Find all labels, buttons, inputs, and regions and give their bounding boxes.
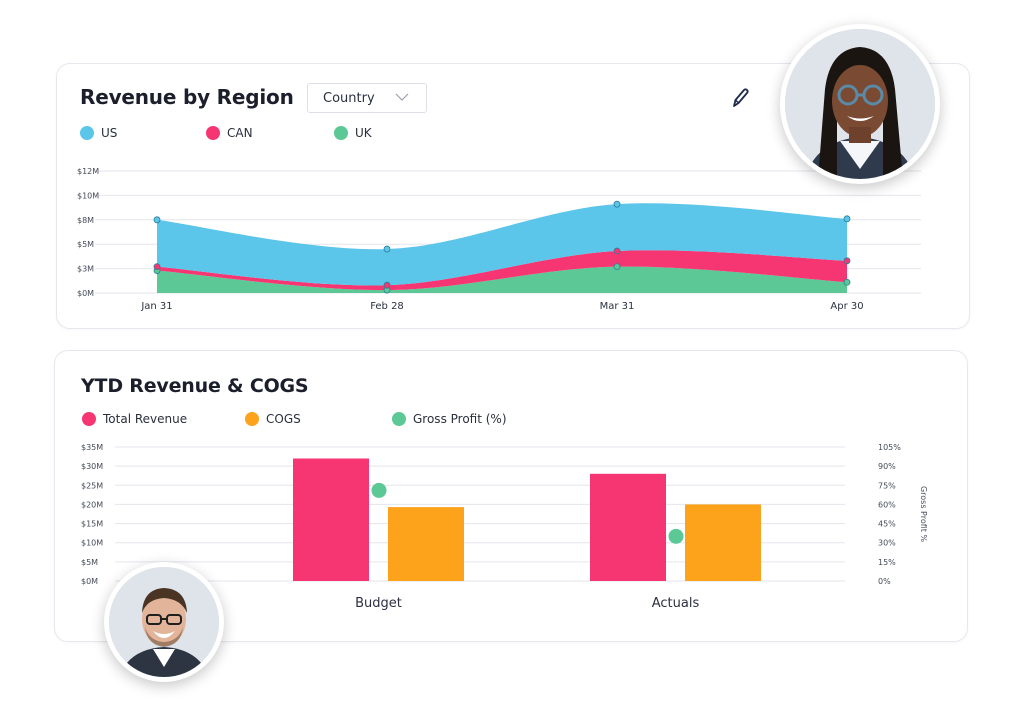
point-can xyxy=(153,263,161,271)
y-tick-label: $15M xyxy=(81,520,103,529)
y-tick-label: $20M xyxy=(81,500,103,509)
legend-item-total-revenue: Total Revenue xyxy=(82,412,187,426)
y2-tick-label: 45% xyxy=(878,520,896,529)
point-can xyxy=(383,281,391,289)
chevron-down-icon xyxy=(394,89,410,109)
y-tick-label: $5M xyxy=(81,558,98,567)
y-tick-label: $5M xyxy=(77,240,94,249)
y2-tick-label: 0% xyxy=(878,577,891,586)
data-points xyxy=(153,200,851,294)
y-tick-label: $8M xyxy=(77,216,94,225)
revenue-chart-title: Revenue by Region xyxy=(80,85,294,109)
y2-tick-label: 15% xyxy=(878,558,896,567)
legend-label-us: US xyxy=(101,126,118,140)
y-tick-label: $10M xyxy=(81,539,103,548)
point-us xyxy=(383,245,391,253)
legend-swatch-gross-profit xyxy=(392,412,406,426)
avatar xyxy=(780,24,940,184)
legend-item-gross-profit: Gross Profit (%) xyxy=(392,412,507,426)
legend-swatch-can xyxy=(206,126,220,140)
legend-label-total-revenue: Total Revenue xyxy=(103,412,188,426)
bar-total-revenue xyxy=(293,458,369,581)
y-axis-ticks: $0M $5M $10M $15M $20M $25M $30M $35M xyxy=(81,443,103,586)
legend-label-cogs: COGS xyxy=(266,412,301,426)
y-tick-label: $0M xyxy=(77,289,94,298)
legend-swatch-uk xyxy=(334,126,348,140)
legend-swatch-total-revenue xyxy=(82,412,96,426)
avatar xyxy=(104,562,224,682)
x-tick-label: Jan 31 xyxy=(140,301,172,312)
country-dropdown[interactable]: Country xyxy=(307,83,427,113)
x-tick-label: Apr 30 xyxy=(830,301,863,312)
point-us xyxy=(613,200,621,208)
point-can xyxy=(843,257,851,265)
x-category-label: Budget xyxy=(355,596,402,611)
point-us xyxy=(153,216,161,224)
legend-swatch-cogs xyxy=(245,412,259,426)
revenue-cogs-bar-chart: $0M $5M $10M $15M $20M $25M $30M $35M 0% 15% 30% 45… xyxy=(81,443,928,611)
x-axis-ticks: Jan 31 Feb 28 Mar 31 Apr 30 xyxy=(140,301,863,312)
y-axis-ticks: $0M $3M $5M $8M $10M $12M xyxy=(77,167,99,298)
y-tick-label: $35M xyxy=(81,443,103,452)
cogs-chart-title: YTD Revenue & COGS xyxy=(81,375,309,397)
y-tick-label: $10M xyxy=(77,191,99,200)
legend-label-can: CAN xyxy=(227,126,253,140)
legend-swatch-us xyxy=(80,126,94,140)
point-us xyxy=(843,215,851,223)
point-gross-profit xyxy=(668,528,684,544)
point-can xyxy=(613,247,621,255)
point-gross-profit xyxy=(371,482,387,498)
y2-axis-label: Gross Profit % xyxy=(919,486,928,542)
legend-label-gross-profit: Gross Profit (%) xyxy=(413,412,507,426)
bar-series xyxy=(293,458,761,581)
revenue-area-chart: $0M $3M $5M $8M $10M $12M Jan 31 Feb 28 Mar 31 Ap… xyxy=(77,167,921,312)
x-tick-label: Mar 31 xyxy=(600,301,635,312)
y-tick-label: $25M xyxy=(81,481,103,490)
y2-tick-label: 60% xyxy=(878,500,896,509)
y-tick-label: $30M xyxy=(81,462,103,471)
y2-axis-ticks: 0% 15% 30% 45% 60% 75% 90% 105% xyxy=(878,443,901,586)
gross-profit-points xyxy=(371,482,684,544)
y2-tick-label: 105% xyxy=(878,443,901,452)
bar-cogs xyxy=(685,504,761,581)
legend-label-uk: UK xyxy=(355,126,372,140)
area-uk xyxy=(157,266,847,293)
x-axis-categories: Budget Actuals xyxy=(355,596,699,611)
legend-item-cogs: COGS xyxy=(245,412,301,426)
point-uk xyxy=(843,278,851,286)
bar-cogs xyxy=(388,507,464,581)
legend-item-uk: UK xyxy=(334,126,372,140)
y2-tick-label: 90% xyxy=(878,462,896,471)
legend-item-can: CAN xyxy=(206,126,253,140)
y-tick-label: $12M xyxy=(77,167,99,176)
legend-item-us: US xyxy=(80,126,117,140)
point-uk xyxy=(613,263,621,271)
y-tick-label: $0M xyxy=(81,577,98,586)
area-series xyxy=(157,203,847,293)
y2-tick-label: 75% xyxy=(878,481,896,490)
pencil-icon[interactable] xyxy=(729,86,751,110)
area-us xyxy=(157,203,847,286)
y2-tick-label: 30% xyxy=(878,539,896,548)
bar-total-revenue xyxy=(590,473,666,581)
x-category-label: Actuals xyxy=(652,596,700,611)
y-tick-label: $3M xyxy=(77,265,94,274)
x-tick-label: Feb 28 xyxy=(370,301,404,312)
dropdown-selected-value: Country xyxy=(323,91,375,106)
area-can xyxy=(157,250,847,291)
